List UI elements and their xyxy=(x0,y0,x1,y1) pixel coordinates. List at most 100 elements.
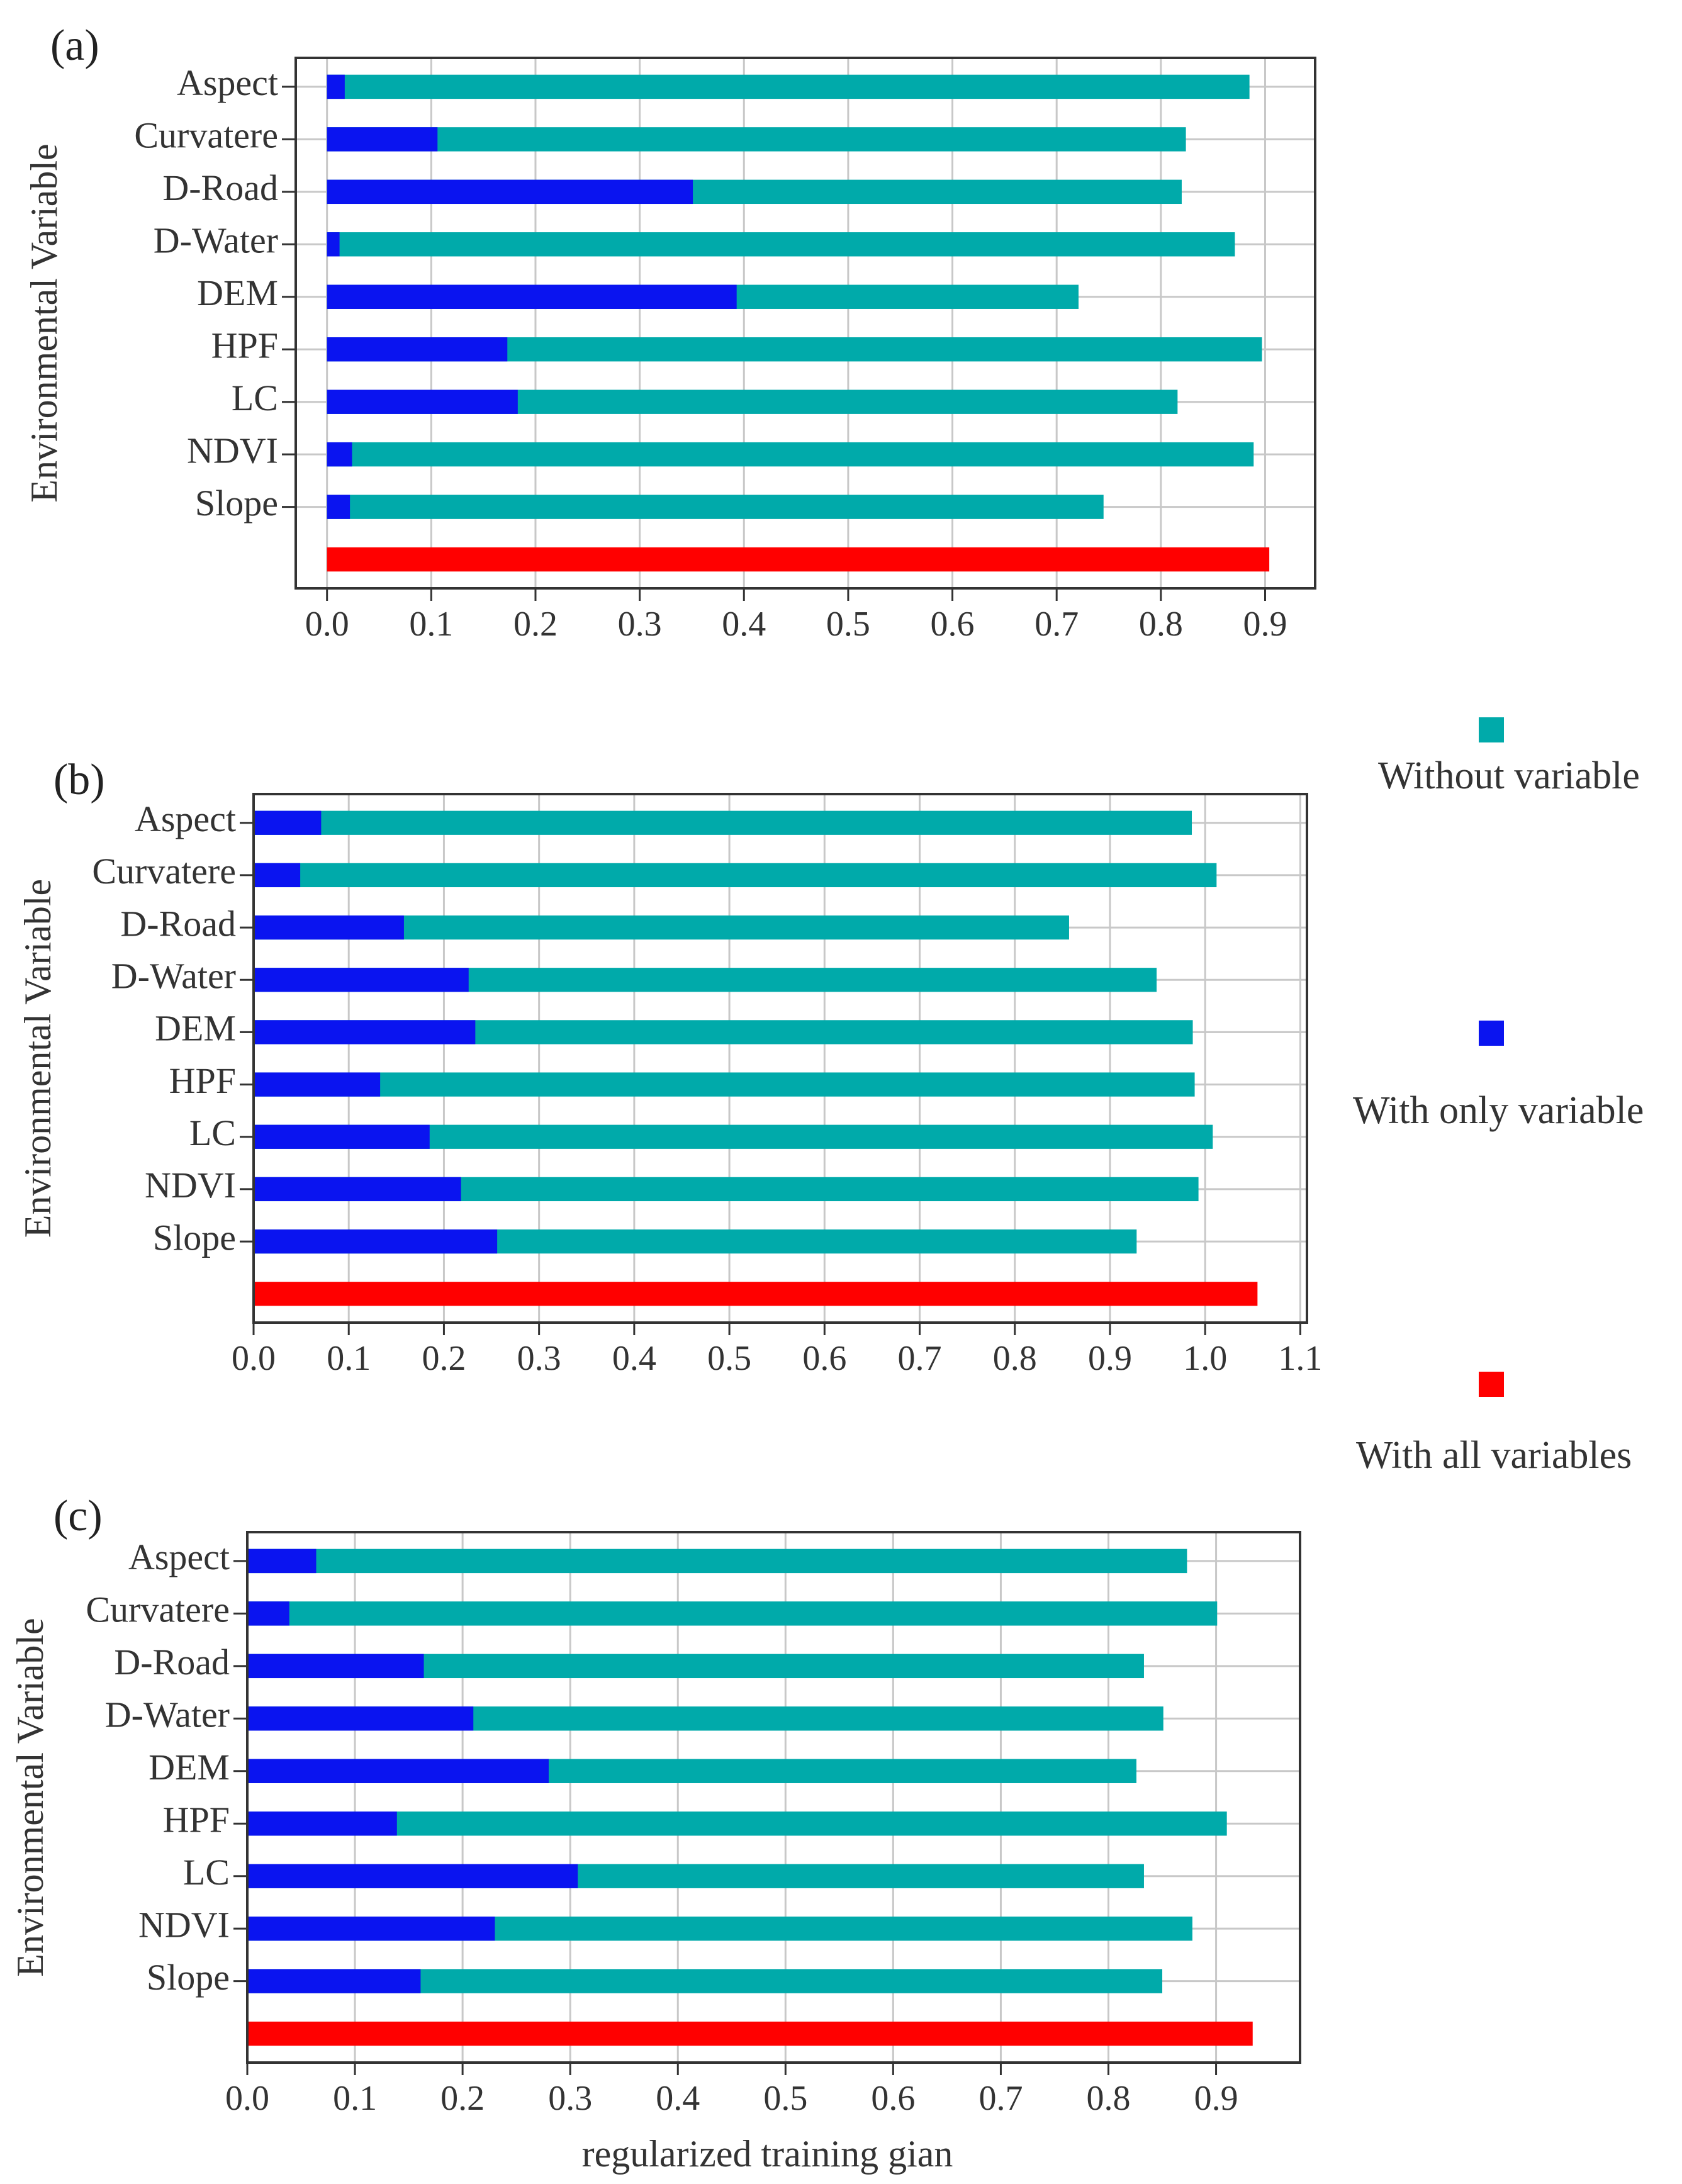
bar-without-ndvi xyxy=(327,442,1254,467)
ytick-label-lc: LC xyxy=(183,1852,230,1893)
panel-label: (c) xyxy=(53,1492,103,1540)
bar-only-curvatere xyxy=(327,127,438,152)
ytick-label-dem: DEM xyxy=(197,272,278,313)
bar-only-slope xyxy=(327,495,350,519)
bar-only-d-road xyxy=(247,1654,424,1679)
ytick-label-dem: DEM xyxy=(149,1747,230,1788)
bar-only-curvatere xyxy=(247,1601,289,1626)
xtick-label: 0.5 xyxy=(763,2079,807,2118)
bar-all-variables xyxy=(254,1282,1258,1306)
legend-label-only: With only variable xyxy=(1353,1089,1644,1132)
ytick-label-ndvi: NDVI xyxy=(145,1165,236,1206)
bar-only-d-water xyxy=(254,968,469,992)
bar-without-hpf xyxy=(247,1812,1227,1836)
ytick-label-hpf: HPF xyxy=(163,1800,230,1840)
plot-frame xyxy=(294,57,1316,590)
bar-only-dem xyxy=(327,284,737,309)
ytick-label-aspect: Aspect xyxy=(135,798,236,839)
bar-only-aspect xyxy=(327,74,345,99)
bar-without-slope xyxy=(327,495,1104,519)
xtick-label: 0.3 xyxy=(517,1339,561,1378)
bar-without-hpf xyxy=(254,1072,1195,1097)
xtick-label: 0.0 xyxy=(225,2079,269,2118)
bar-only-ndvi xyxy=(254,1177,461,1202)
xtick-label: 0.2 xyxy=(513,605,558,644)
ytick-label-curvatere: Curvatere xyxy=(92,851,236,892)
panel-label: (a) xyxy=(50,21,99,70)
xtick-label: 0.5 xyxy=(826,605,870,644)
xtick-label: 0.6 xyxy=(802,1339,846,1378)
ytick-label-ndvi: NDVI xyxy=(187,430,278,471)
legend-swatch-without xyxy=(1479,717,1504,742)
ytick-label-aspect: Aspect xyxy=(128,1537,230,1577)
xtick-label: 0.8 xyxy=(993,1339,1037,1378)
xtick-label: 0.3 xyxy=(618,605,662,644)
xtick-label: 0.3 xyxy=(548,2079,592,2118)
panel-label: (b) xyxy=(53,756,105,804)
plot-frame xyxy=(252,793,1308,1324)
bar-only-dem xyxy=(247,1759,549,1783)
xtick-label: 1.1 xyxy=(1278,1339,1322,1378)
legend-swatch-all xyxy=(1479,1372,1504,1397)
ytick-label-hpf: HPF xyxy=(211,325,278,366)
legend-swatch-only xyxy=(1479,1021,1504,1046)
bar-only-hpf xyxy=(254,1072,381,1097)
bar-only-lc xyxy=(247,1864,578,1888)
bar-only-slope xyxy=(247,1969,421,1993)
bar-without-curvatere xyxy=(247,1601,1218,1626)
bar-without-curvatere xyxy=(254,863,1217,888)
xtick-label: 0.6 xyxy=(931,605,975,644)
bar-without-aspect xyxy=(247,1548,1187,1574)
plot-frame xyxy=(246,1531,1301,2064)
xtick-label: 0.1 xyxy=(409,605,453,644)
chart-panel-c: Aspect Curvatere D-Road D-Water DEM HPF LC NDVI… xyxy=(9,1492,1301,2175)
bar-all-variables xyxy=(327,547,1270,572)
ytick-label-d-water: D-Water xyxy=(154,220,278,261)
bar-only-dem xyxy=(254,1020,476,1044)
x-axis-label: regularized training gian xyxy=(582,2133,953,2175)
bar-only-slope xyxy=(254,1229,498,1254)
xtick-label: 0.2 xyxy=(422,1339,466,1378)
legend-label-without: Without variable xyxy=(1378,754,1640,797)
xtick-label: 0.0 xyxy=(232,1339,276,1378)
xtick-label: 0.0 xyxy=(305,605,349,644)
ytick-label-slope: Slope xyxy=(153,1217,236,1258)
xtick-label: 0.4 xyxy=(656,2079,700,2118)
ytick-label-d-water: D-Water xyxy=(111,956,236,997)
xtick-label: 0.8 xyxy=(1139,605,1183,644)
chart-panel-a: Aspect Curvatere D-Road D-Water DEM HPF LC NDVI… xyxy=(23,21,1316,644)
xtick-label: 0.2 xyxy=(440,2079,485,2118)
y-axis-label: Environmental Variable xyxy=(17,879,59,1238)
bar-only-hpf xyxy=(247,1812,397,1836)
legend-label-all: With all variables xyxy=(1356,1434,1632,1477)
ytick-label-curvatere: Curvatere xyxy=(86,1589,230,1630)
ytick-label-lc: LC xyxy=(189,1112,236,1153)
ytick-label-d-road: D-Road xyxy=(114,1642,230,1683)
xtick-label: 0.4 xyxy=(722,605,766,644)
bar-only-lc xyxy=(254,1124,430,1149)
bar-only-curvatere xyxy=(254,863,301,888)
xtick-label: 0.7 xyxy=(978,2079,1023,2118)
bar-only-ndvi xyxy=(327,442,352,467)
bar-only-aspect xyxy=(247,1548,317,1574)
bar-only-d-road xyxy=(254,915,404,940)
xtick-label: 0.7 xyxy=(1034,605,1079,644)
bar-without-aspect xyxy=(254,810,1192,835)
xtick-label: 0.8 xyxy=(1087,2079,1131,2118)
xtick-label: 0.5 xyxy=(707,1339,751,1378)
ytick-label-d-water: D-Water xyxy=(105,1694,230,1735)
xtick-label: 0.9 xyxy=(1088,1339,1132,1378)
xtick-label: 0.1 xyxy=(327,1339,371,1378)
ytick-label-aspect: Aspect xyxy=(177,62,278,103)
ytick-label-d-road: D-Road xyxy=(162,167,278,208)
chart-panel-b: Aspect Curvatere D-Road D-Water DEM HPF LC NDVI… xyxy=(17,756,1322,1378)
ytick-label-curvatere: Curvatere xyxy=(134,115,278,156)
bar-without-aspect xyxy=(327,74,1250,99)
xtick-label: 0.6 xyxy=(871,2079,915,2118)
ytick-label-dem: DEM xyxy=(155,1008,236,1049)
bar-only-ndvi xyxy=(247,1916,495,1941)
xtick-label: 0.7 xyxy=(898,1339,942,1378)
xtick-label: 1.0 xyxy=(1183,1339,1227,1378)
ytick-label-slope: Slope xyxy=(195,483,278,524)
bar-all-variables xyxy=(247,2021,1253,2046)
